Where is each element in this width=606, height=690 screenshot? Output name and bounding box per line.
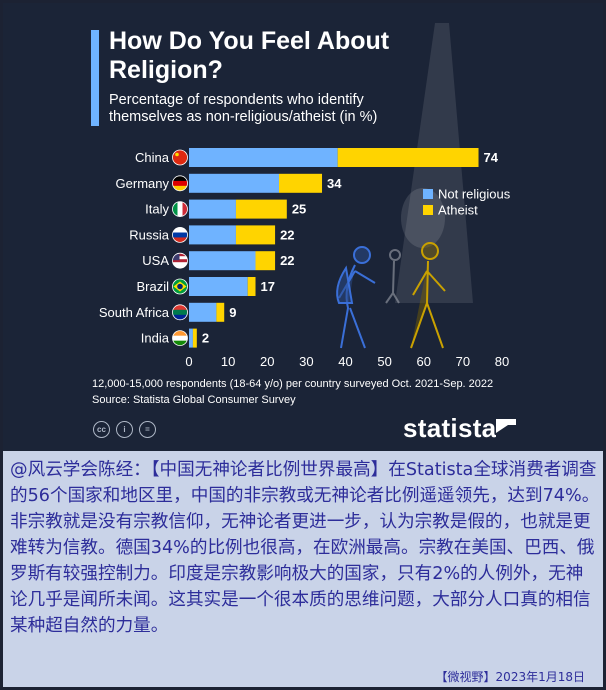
caption-text: @风云学会陈经：【中国无神论者比例世界最高】在Statista全球消费者调查的5… [10, 460, 600, 636]
value-label: 2 [202, 331, 209, 346]
value-label: 74 [484, 150, 499, 165]
infographic: China 74 Germany 34 Italy 25 Russia 22 USA 22 Braz… [3, 3, 603, 451]
bar-china-atheist [337, 148, 479, 167]
flag-icon-germany [172, 175, 188, 192]
chart-subtitle: Percentage of respondents who identify t… [109, 92, 378, 125]
category-label: Brazil [136, 279, 169, 294]
chart-title: How Do You Feel About Religion? [109, 27, 390, 84]
attribution-icon[interactable]: i [116, 421, 133, 438]
source-note: Source: Statista Global Consumer Survey [92, 394, 296, 406]
x-tick-label: 80 [495, 354, 509, 369]
bar-germany-not-religious [189, 173, 279, 193]
bar-usa-atheist [255, 251, 276, 271]
value-label: 17 [261, 279, 275, 294]
category-label: China [135, 150, 170, 165]
x-tick-label: 30 [299, 354, 313, 369]
bar-south-africa-atheist [216, 302, 225, 322]
x-tick-label: 50 [377, 354, 391, 369]
bar-italy-not-religious [189, 199, 236, 219]
legend-swatch [423, 189, 433, 199]
legend-swatch [423, 205, 433, 215]
category-label: Germany [116, 176, 170, 191]
creative-commons-icon[interactable]: cc [93, 421, 110, 438]
spotlight-glow [401, 188, 445, 248]
caption-panel: @风云学会陈经：【中国无神论者比例世界最高】在Statista全球消费者调查的5… [3, 451, 603, 665]
bar-germany-atheist [278, 173, 323, 193]
x-tick-label: 0 [185, 354, 192, 369]
category-label: USA [142, 253, 169, 268]
bar-south-africa-not-religious [189, 302, 217, 322]
flag-icon-china [172, 149, 188, 166]
flag-icon-italy [172, 201, 188, 218]
bar-brazil-atheist [247, 277, 256, 296]
flag-icon-brazil [172, 278, 188, 295]
legend-label: Not religious [438, 187, 511, 202]
bar-india-not-religious [189, 328, 193, 348]
license-icons: cc i = [93, 421, 156, 438]
brand-mark-icon [496, 419, 516, 439]
category-label: India [141, 331, 170, 346]
category-label: South Africa [99, 305, 170, 320]
value-label: 25 [292, 202, 306, 217]
bar-italy-atheist [235, 199, 287, 219]
value-label: 22 [280, 253, 294, 268]
footer-date: 【微视野】2023年1月18日 [435, 670, 585, 684]
walking-figures-icon [336, 242, 446, 349]
x-tick-label: 70 [456, 354, 470, 369]
value-label: 9 [229, 305, 236, 320]
value-label: 34 [327, 176, 342, 191]
bar-china-not-religious [189, 148, 338, 167]
title-accent-bar [91, 30, 99, 126]
bar-chart: China 74 Germany 34 Italy 25 Russia 22 USA 22 Braz… [99, 23, 511, 369]
flag-icon-russia [172, 226, 188, 243]
bar-russia-atheist [235, 225, 276, 245]
bar-india-atheist [192, 328, 197, 348]
x-tick-label: 10 [221, 354, 235, 369]
x-tick-label: 40 [338, 354, 352, 369]
flag-icon-south-africa [172, 304, 188, 321]
no-derivatives-icon[interactable]: = [139, 421, 156, 438]
x-tick-label: 60 [417, 354, 431, 369]
brand-logo[interactable]: statista [403, 413, 497, 443]
flag-icon-india [172, 330, 188, 347]
value-label: 22 [280, 227, 294, 242]
bar-usa-not-religious [189, 251, 256, 271]
bar-russia-not-religious [189, 225, 236, 245]
x-tick-label: 20 [260, 354, 274, 369]
category-label: Russia [129, 227, 170, 242]
flag-icon-usa [172, 252, 188, 269]
bar-brazil-not-religious [189, 277, 248, 296]
legend-label: Atheist [438, 203, 478, 218]
survey-note: 12,000-15,000 respondents (18-64 y/o) pe… [92, 378, 494, 390]
category-label: Italy [145, 202, 169, 217]
footer: 【微视野】2023年1月18日 [3, 665, 603, 687]
